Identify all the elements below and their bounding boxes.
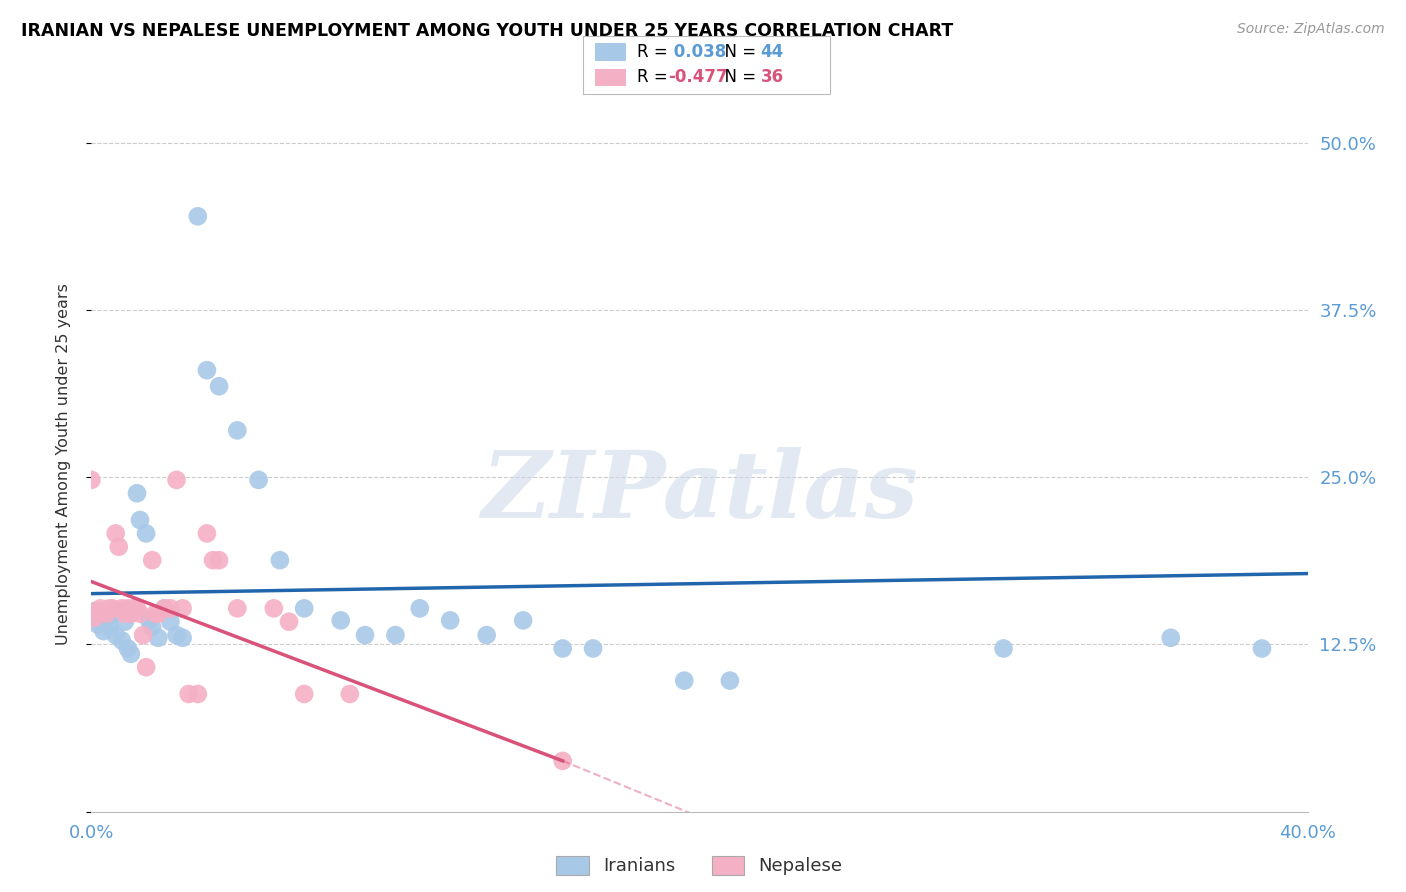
Point (86, 617, 108, 632)
Point (120, 607, 142, 621)
Point (384, 628, 406, 642)
Point (93, 604, 115, 618)
Point (263, 601, 285, 615)
Point (1251, 641, 1274, 656)
Point (132, 628, 155, 642)
Point (129, 607, 152, 621)
Point (1160, 631, 1182, 645)
Point (101, 601, 124, 615)
Point (104, 628, 127, 642)
Point (111, 601, 134, 615)
Point (187, 687, 209, 701)
Point (195, 363, 218, 377)
Point (141, 620, 163, 634)
Point (96, 607, 118, 621)
Text: N =: N = (714, 69, 762, 87)
Y-axis label: Unemployment Among Youth under 25 years: Unemployment Among Youth under 25 years (56, 283, 70, 645)
Point (439, 614, 461, 628)
Point (104, 526, 127, 541)
Point (153, 601, 176, 615)
Point (98, 601, 121, 615)
Text: 0.038: 0.038 (668, 43, 725, 61)
Point (551, 754, 574, 768)
Point (512, 614, 534, 628)
Text: R =: R = (637, 69, 673, 87)
Text: 44: 44 (761, 43, 785, 61)
Text: IRANIAN VS NEPALESE UNEMPLOYMENT AMONG YOUTH UNDER 25 YEARS CORRELATION CHART: IRANIAN VS NEPALESE UNEMPLOYMENT AMONG Y… (21, 22, 953, 40)
Point (89, 601, 111, 615)
Point (80, 473, 103, 487)
Point (409, 601, 432, 615)
Point (122, 601, 145, 615)
Point (114, 607, 136, 621)
Point (107, 604, 129, 618)
Point (148, 631, 170, 645)
Point (111, 633, 134, 648)
Point (718, 673, 741, 688)
Text: ZIPatlas: ZIPatlas (481, 447, 918, 537)
Point (993, 641, 1015, 656)
Point (153, 601, 176, 615)
Text: Source: ZipAtlas.com: Source: ZipAtlas.com (1237, 22, 1385, 37)
Point (226, 601, 249, 615)
Point (159, 601, 181, 615)
Point (83, 611, 105, 625)
Point (117, 601, 139, 615)
Text: N =: N = (714, 43, 762, 61)
Point (159, 615, 181, 629)
Point (143, 607, 166, 621)
Point (101, 607, 124, 621)
Point (135, 526, 157, 541)
Text: 36: 36 (761, 69, 783, 87)
Point (135, 660, 157, 674)
Point (208, 379, 231, 393)
Point (122, 601, 145, 615)
Point (117, 641, 139, 656)
Point (582, 641, 605, 656)
Point (166, 628, 188, 642)
Point (292, 687, 315, 701)
Point (292, 601, 315, 615)
Text: R =: R = (637, 43, 673, 61)
Point (551, 641, 574, 656)
Point (208, 553, 231, 567)
Point (83, 604, 105, 618)
Point (86, 604, 108, 618)
Point (354, 628, 377, 642)
Point (98, 620, 121, 634)
Point (96, 611, 118, 625)
Point (166, 473, 188, 487)
Point (329, 614, 352, 628)
Point (475, 628, 498, 642)
Point (114, 615, 136, 629)
Point (107, 540, 129, 554)
Point (247, 473, 270, 487)
Point (172, 601, 194, 615)
Point (177, 687, 200, 701)
Point (93, 624, 115, 639)
Legend: Iranians, Nepalese: Iranians, Nepalese (550, 849, 849, 883)
Point (125, 601, 148, 615)
Point (141, 553, 163, 567)
Point (138, 614, 160, 628)
Point (148, 607, 170, 621)
Text: -0.477: -0.477 (668, 69, 727, 87)
Point (125, 486, 148, 500)
Point (120, 647, 142, 661)
Point (129, 513, 152, 527)
Point (278, 615, 301, 629)
Point (187, 210, 209, 224)
Point (226, 424, 249, 438)
Point (339, 687, 361, 701)
Point (195, 526, 218, 541)
Point (269, 553, 291, 567)
Point (673, 673, 696, 688)
Point (202, 553, 225, 567)
Point (172, 631, 194, 645)
